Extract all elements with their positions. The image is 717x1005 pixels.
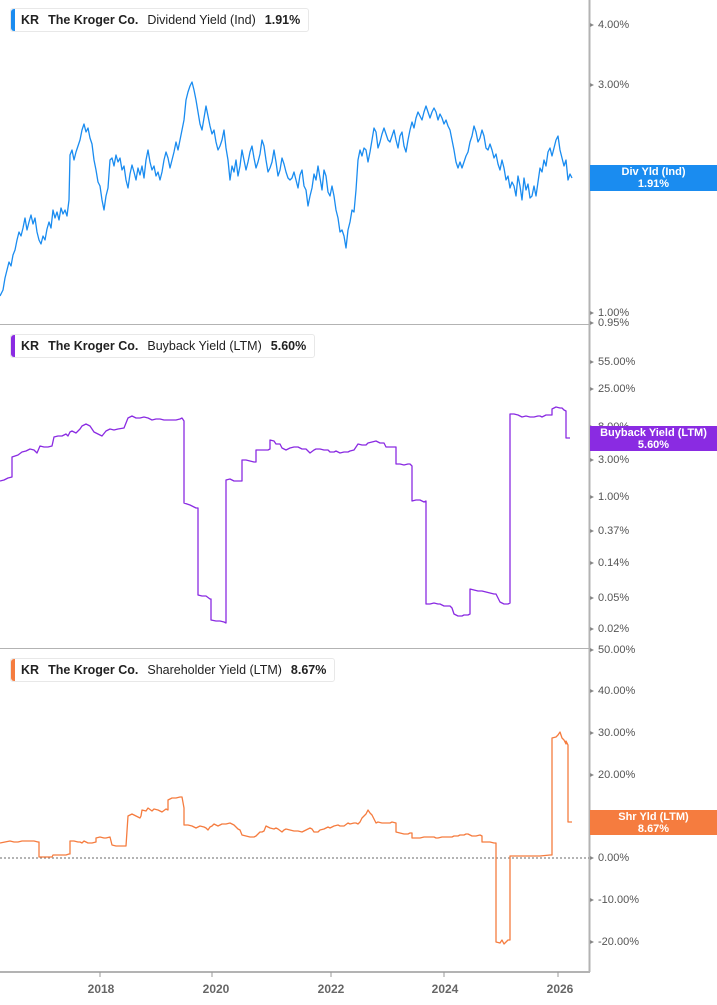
tag-value: 5.60% xyxy=(637,439,670,451)
y-tick-label: 4.00% xyxy=(598,19,630,31)
x-tick-label: 2024 xyxy=(431,982,459,996)
buyback-yield-line xyxy=(0,406,570,624)
series-color-swatch xyxy=(11,9,15,31)
y-tick-label: -20.00% xyxy=(598,936,639,948)
shareholder-yield-line xyxy=(0,731,572,945)
legend-value: 8.67% xyxy=(290,663,327,677)
legend-ticker: KR xyxy=(21,663,40,677)
tag-label: Div Yld (Ind) xyxy=(621,166,686,178)
tag-value: 1.91% xyxy=(637,178,670,190)
x-tick-label: 2018 xyxy=(87,982,115,996)
y-tick-label: 50.00% xyxy=(598,644,636,656)
y-tick-label: 25.00% xyxy=(598,383,636,395)
y-tick-label: 0.95% xyxy=(598,317,630,329)
y-tick-label: 0.14% xyxy=(598,557,630,569)
x-tick-label: 2022 xyxy=(317,982,345,996)
last-value-tag-buyback: Buyback Yield (LTM) 5.60% xyxy=(590,426,717,451)
legend-metric: Dividend Yield (Ind) xyxy=(147,13,256,27)
y-tick-label: 0.05% xyxy=(598,592,630,604)
y-tick-label: 0.00% xyxy=(598,852,630,864)
legend-company: The Kroger Co. xyxy=(48,339,139,353)
last-value-tag-shareholder: Shr Yld (LTM) 8.67% xyxy=(590,810,717,835)
y-tick-label: 40.00% xyxy=(598,685,636,697)
dividend-yield-line xyxy=(0,81,573,297)
y-tick-label: 0.37% xyxy=(598,525,630,537)
y-tick-label: 20.00% xyxy=(598,769,636,781)
y-tick-label: 1.00% xyxy=(598,307,630,319)
legend-buyback-yield[interactable]: KR The Kroger Co. Buyback Yield (LTM) 5.… xyxy=(10,334,316,358)
y-tick-label: 1.00% xyxy=(598,491,630,503)
y-tick-label: -10.00% xyxy=(598,894,639,906)
legend-company: The Kroger Co. xyxy=(48,663,139,677)
x-tick-marks xyxy=(99,972,559,977)
legend-ticker: KR xyxy=(21,13,40,27)
legend-metric: Buyback Yield (LTM) xyxy=(147,339,262,353)
x-tick-label: 2026 xyxy=(546,982,574,996)
y-tick-marks xyxy=(590,23,594,944)
legend-ticker: KR xyxy=(21,339,40,353)
legend-metric: Shareholder Yield (LTM) xyxy=(147,663,282,677)
last-value-tag-dividend: Div Yld (Ind) 1.91% xyxy=(590,165,717,191)
legend-dividend-yield[interactable]: KR The Kroger Co. Dividend Yield (Ind) 1… xyxy=(10,8,310,32)
y-tick-label: 30.00% xyxy=(598,727,636,739)
legend-shareholder-yield[interactable]: KR The Kroger Co. Shareholder Yield (LTM… xyxy=(10,658,336,682)
series-color-swatch xyxy=(11,335,15,357)
y-tick-label: 0.02% xyxy=(598,623,630,635)
y-tick-label: 55.00% xyxy=(598,356,636,368)
tag-value: 8.67% xyxy=(637,823,670,835)
series-color-swatch xyxy=(11,659,15,681)
y-tick-label: 3.00% xyxy=(598,79,630,91)
tag-label: Buyback Yield (LTM) xyxy=(600,427,707,439)
x-tick-label: 2020 xyxy=(202,982,230,996)
y-tick-label: 3.00% xyxy=(598,454,630,466)
legend-value: 5.60% xyxy=(270,339,307,353)
tag-label: Shr Yld (LTM) xyxy=(618,811,689,823)
legend-company: The Kroger Co. xyxy=(48,13,139,27)
legend-value: 1.91% xyxy=(264,13,301,27)
